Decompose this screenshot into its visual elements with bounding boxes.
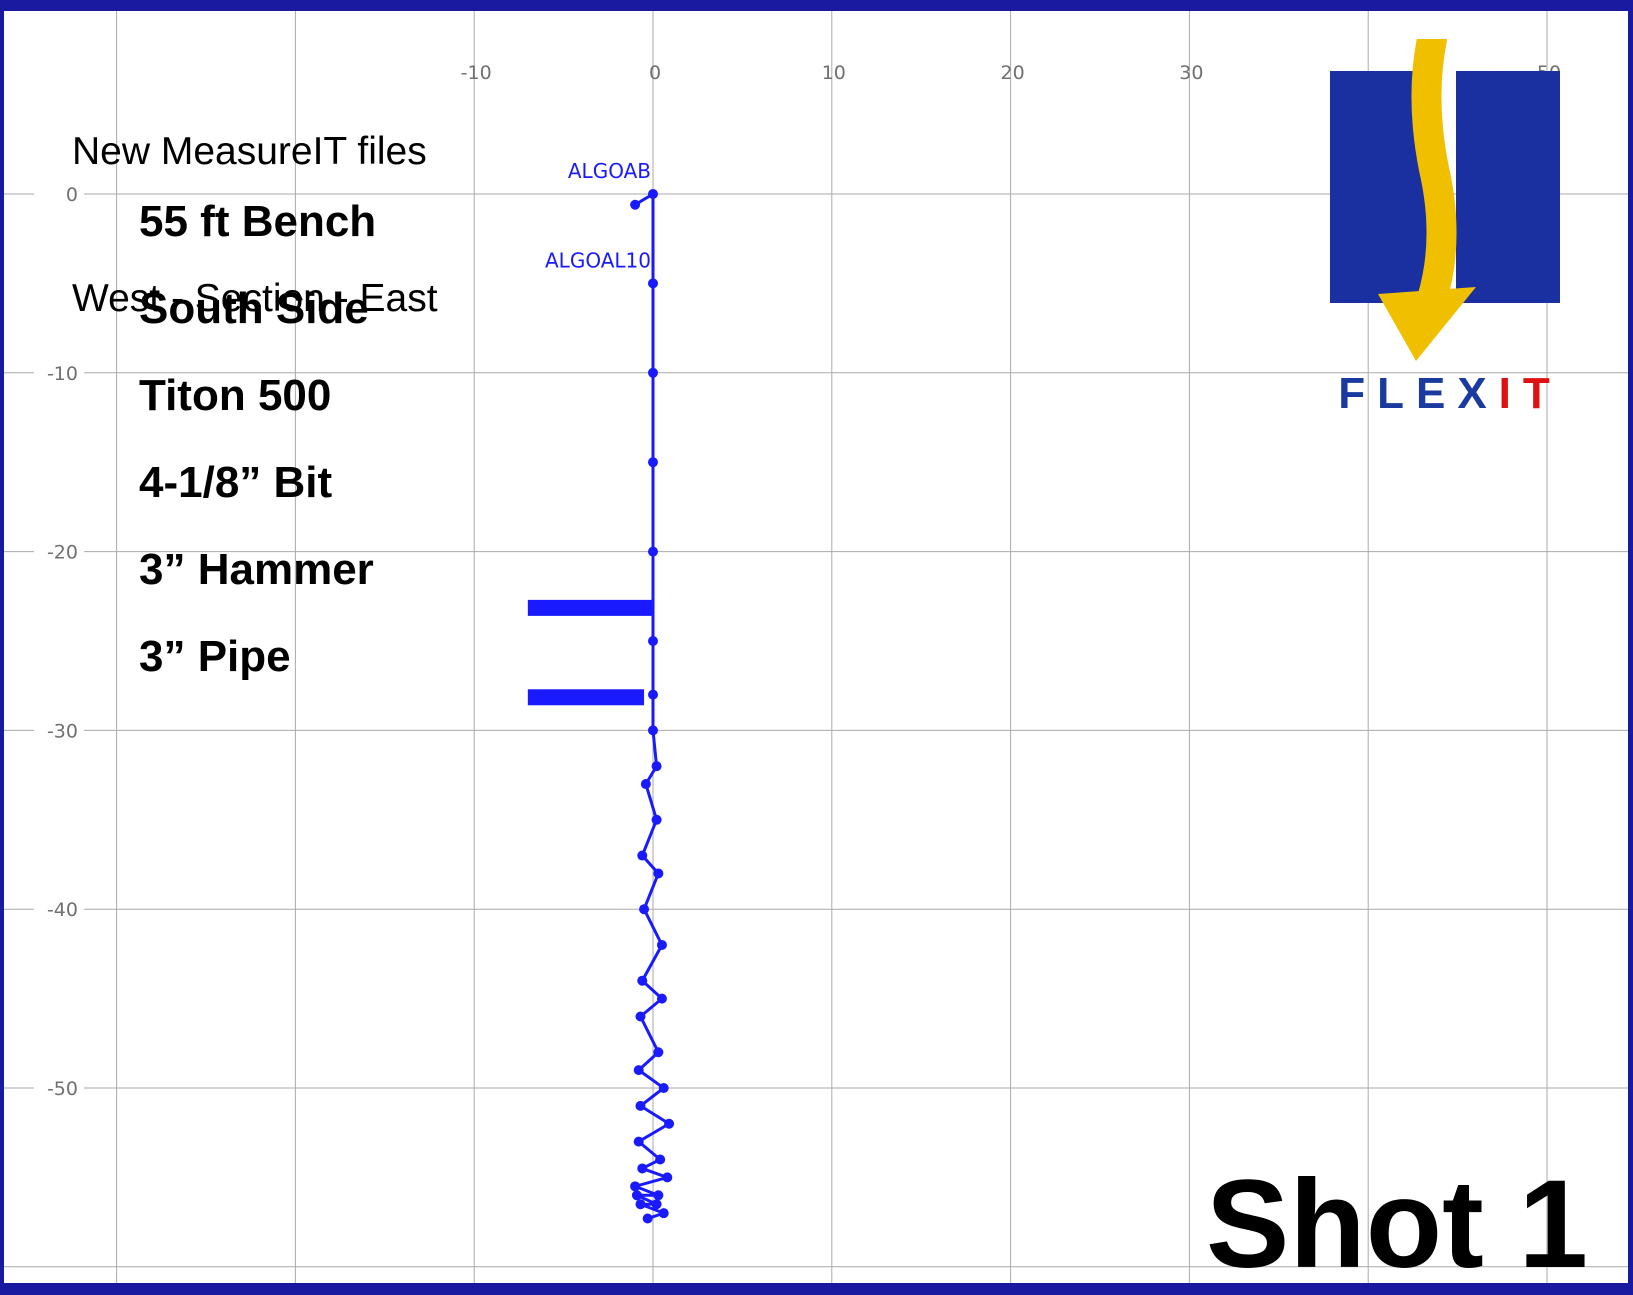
y-tick-label-bg [34,540,84,563]
note-pipe: 3” Pipe [139,632,291,681]
data-point [637,850,648,861]
y-tick-label-bg [34,183,84,205]
overlapping-labels-block [527,599,653,616]
data-point [658,1208,669,1219]
x-tick-label: 0 [649,62,661,84]
annotation-notes: 55 ft Bench South Side Titon 500 4-1/8” … [139,196,376,718]
data-point [637,975,648,986]
logo-arrow-head [1378,287,1476,361]
logo-square-left-curve [1387,71,1430,303]
logo-square-right-curve [1456,71,1500,303]
data-point [635,1011,646,1022]
data-point [648,278,658,289]
y-tick-label: -40 [47,899,78,921]
data-point [651,761,662,772]
data-point [656,939,667,950]
y-tick-label: -10 [47,363,78,385]
data-point [648,367,658,378]
logo-arrow-shaft [1411,24,1457,314]
x-tick-label: -10 [461,62,492,84]
x-tick-label: 10 [822,62,846,84]
data-point [648,689,658,700]
data-point [648,457,658,468]
flexit-logo-mark [1330,24,1560,361]
data-point [653,868,664,879]
point-label: ALGOAB [568,159,651,183]
note-rig: Titon 500 [139,371,332,420]
point-label: ALGOAL10 [545,248,651,272]
y-tick-label-bg [34,898,84,921]
data-point [648,636,658,646]
data-point [633,1065,644,1076]
y-tick-label: -30 [47,720,78,742]
flexit-logo: FLEXIT [1330,24,1570,429]
data-point [655,1154,666,1165]
y-tick-label: -20 [47,542,78,564]
logo-text-red: IT [1498,369,1562,418]
data-point [631,1190,642,1201]
note-side: South Side [139,284,369,333]
y-tick-label-bg [34,719,84,742]
series-line [630,191,673,1220]
data-point [642,1213,653,1224]
data-point [662,1172,673,1183]
data-point [658,1083,669,1093]
data-point [648,725,658,736]
overlapping-labels-block [527,689,645,706]
data-point [648,189,658,199]
y-tick-label: 0 [66,184,78,206]
chart-title-line-2: West - Section - East [72,277,438,320]
data-point [630,199,641,210]
y-tick-label-bg [34,361,84,384]
data-point [653,1190,664,1201]
data-point [639,904,650,915]
chart-title-line-1: New MeasureIT files [72,130,427,173]
x-tick-label: 30 [1179,62,1203,84]
data-point [653,1047,664,1058]
note-bench: 55 ft Bench [139,197,377,246]
data-point [635,1100,646,1111]
note-hammer: 3” Hammer [139,545,374,594]
data-point [651,814,662,825]
data-point [640,779,651,790]
data-point [651,1199,662,1210]
logo-text-blue: FLEX [1338,369,1499,418]
data-point [633,1136,644,1147]
flexit-wordmark: FLEXIT [1330,369,1570,419]
data-point [630,1181,641,1192]
y-tick-label: -50 [47,1078,78,1100]
y-tick-label-bg [34,1077,84,1099]
chart-title: New MeasureIT files West - Section - Eas… [72,29,438,421]
shot-label: Shot 1 [1206,1155,1588,1294]
data-point [656,993,667,1004]
data-point [635,1199,646,1210]
note-bit: 4-1/8” Bit [139,458,333,507]
x-tick-label: 20 [1001,62,1025,84]
data-point [637,1163,648,1174]
data-point [648,546,658,557]
plot-area: -100102030500-10-20-30-40-50ALGOABALGOAL… [4,11,1628,1283]
data-point [664,1118,675,1129]
